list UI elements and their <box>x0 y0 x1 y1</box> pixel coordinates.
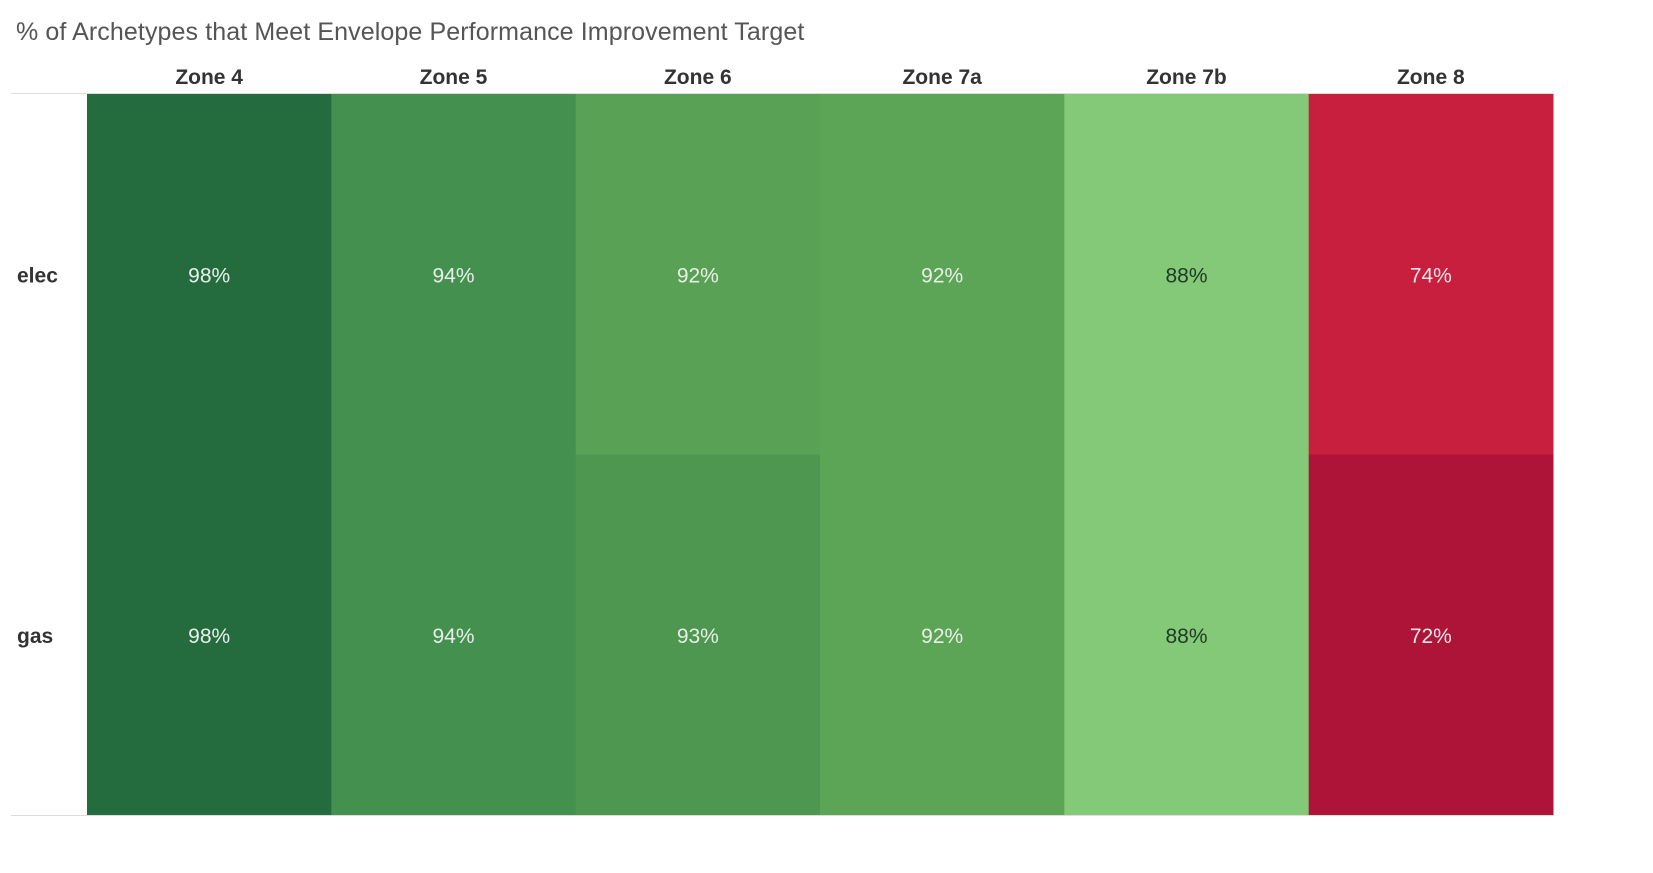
heatmap-cell: 93% <box>575 454 821 816</box>
cell-fill <box>87 454 332 816</box>
chart-title: % of Archetypes that Meet Envelope Perfo… <box>16 18 805 46</box>
column-label: Zone 6 <box>664 66 732 89</box>
cell-fill <box>820 454 1065 816</box>
cell-value-label: 74% <box>1410 264 1452 287</box>
heatmap-cells: 98% 94% 92% 92% 88% 74% 98% 94% 93% 92% 88% 72% <box>87 94 1554 816</box>
column-labels: Zone 4 Zone 5 Zone 6 Zone 7a Zone 7b Zone 8 <box>175 66 1465 89</box>
cell-fill <box>575 94 821 455</box>
cell-value-label: 98% <box>188 625 230 648</box>
heatmap-cell: 92% <box>820 94 1065 455</box>
cell-value-label: 93% <box>677 625 719 648</box>
cell-fill <box>820 94 1065 455</box>
heatmap-cell: 74% <box>1308 94 1554 455</box>
row-label: gas <box>17 625 53 648</box>
heatmap-cell: 88% <box>1064 454 1310 816</box>
row-label: elec <box>17 264 58 287</box>
heatmap-cell: 92% <box>820 454 1065 816</box>
heatmap-cell: 94% <box>331 454 577 816</box>
heatmap-cell: 98% <box>87 94 332 455</box>
heatmap-cell: 88% <box>1064 94 1310 455</box>
cell-value-label: 98% <box>188 264 230 287</box>
axis-rules <box>11 93 1553 816</box>
cell-fill <box>1308 94 1554 455</box>
cell-fill <box>87 94 332 455</box>
cell-value-label: 92% <box>921 264 963 287</box>
cell-value-label: 94% <box>432 264 474 287</box>
cell-value-label: 88% <box>1165 625 1207 648</box>
column-label: Zone 8 <box>1397 66 1465 89</box>
cell-fill <box>331 94 577 455</box>
cell-value-label: 92% <box>677 264 719 287</box>
cell-fill <box>1308 454 1554 816</box>
cell-fill <box>1064 454 1310 816</box>
column-label: Zone 7b <box>1146 66 1227 89</box>
heatmap-cell: 94% <box>331 94 577 455</box>
cell-value-label: 88% <box>1165 264 1207 287</box>
heatmap-cell: 98% <box>87 454 332 816</box>
column-label: Zone 4 <box>175 66 243 89</box>
cell-value-label: 72% <box>1410 625 1452 648</box>
column-label: Zone 7a <box>902 66 982 89</box>
heatmap-cell: 92% <box>575 94 821 455</box>
cell-value-label: 92% <box>921 625 963 648</box>
cell-value-label: 94% <box>432 625 474 648</box>
column-label: Zone 5 <box>420 66 488 89</box>
cell-fill <box>575 454 821 816</box>
heatmap-cell: 72% <box>1308 454 1554 816</box>
cell-fill <box>1064 94 1310 455</box>
row-labels: elec gas <box>17 264 58 648</box>
cell-fill <box>331 454 577 816</box>
